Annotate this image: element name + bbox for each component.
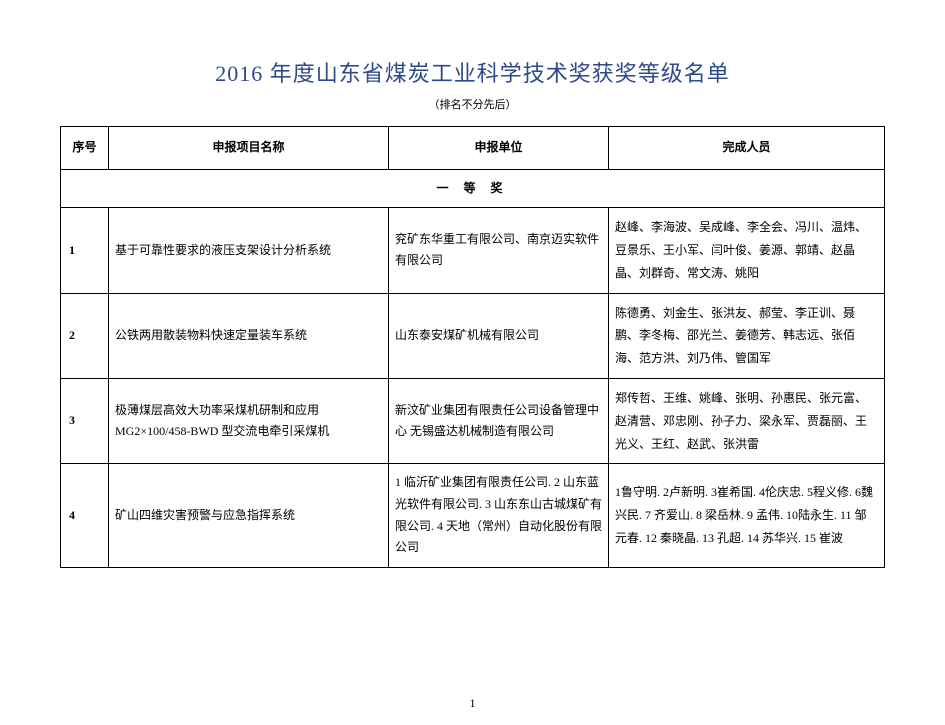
personnel-cell: 1鲁守明. 2卢新明. 3崔希国. 4伦庆忠. 5程义修. 6魏兴民. 7 齐爱…: [609, 464, 885, 567]
unit-cell: 1 临沂矿业集团有限责任公司. 2 山东蓝光软件有限公司. 3 山东东山古城煤矿…: [389, 464, 609, 567]
award-table: 序号 申报项目名称 申报单位 完成人员 一 等 奖 1 基于可靠性要求的液压支架…: [60, 126, 885, 568]
table-row: 3 极薄煤层高效大功率采煤机研制和应用MG2×100/458-BWD 型交流电牵…: [61, 378, 885, 463]
unit-cell: 兖矿东华重工有限公司、南京迈实软件有限公司: [389, 208, 609, 293]
seq-cell: 3: [61, 378, 109, 463]
project-cell: 极薄煤层高效大功率采煤机研制和应用MG2×100/458-BWD 型交流电牵引采…: [109, 378, 389, 463]
table-row: 4 矿山四维灾害预警与应急指挥系统 1 临沂矿业集团有限责任公司. 2 山东蓝光…: [61, 464, 885, 567]
header-seq: 序号: [61, 127, 109, 170]
project-cell: 公铁两用散装物料快速定量装车系统: [109, 293, 389, 378]
table-row: 2 公铁两用散装物料快速定量装车系统 山东泰安煤矿机械有限公司 陈德勇、刘金生、…: [61, 293, 885, 378]
subtitle: （排名不分先后）: [0, 96, 945, 112]
header-unit: 申报单位: [389, 127, 609, 170]
personnel-cell: 赵峰、李海波、吴成峰、李全会、冯川、温炜、豆景乐、王小军、闫叶俊、姜源、郭靖、赵…: [609, 208, 885, 293]
table-header-row: 序号 申报项目名称 申报单位 完成人员: [61, 127, 885, 170]
section-row: 一 等 奖: [61, 169, 885, 208]
table-row: 1 基于可靠性要求的液压支架设计分析系统 兖矿东华重工有限公司、南京迈实软件有限…: [61, 208, 885, 293]
section-label: 一 等 奖: [61, 169, 885, 208]
header-project: 申报项目名称: [109, 127, 389, 170]
seq-cell: 2: [61, 293, 109, 378]
seq-cell: 4: [61, 464, 109, 567]
personnel-cell: 陈德勇、刘金生、张洪友、郝莹、李正训、聂鹏、李冬梅、邵光兰、姜德芳、韩志远、张佰…: [609, 293, 885, 378]
page-title: 2016 年度山东省煤炭工业科学技术奖获奖等级名单: [0, 56, 945, 88]
project-cell: 矿山四维灾害预警与应急指挥系统: [109, 464, 389, 567]
page-number: 1: [0, 696, 945, 711]
project-cell: 基于可靠性要求的液压支架设计分析系统: [109, 208, 389, 293]
personnel-cell: 郑传哲、王维、姚峰、张明、孙惠民、张元富、赵清营、邓忠刚、孙子力、梁永军、贾磊丽…: [609, 378, 885, 463]
header-personnel: 完成人员: [609, 127, 885, 170]
seq-cell: 1: [61, 208, 109, 293]
unit-cell: 新汶矿业集团有限责任公司设备管理中心 无锡盛达机械制造有限公司: [389, 378, 609, 463]
unit-cell: 山东泰安煤矿机械有限公司: [389, 293, 609, 378]
